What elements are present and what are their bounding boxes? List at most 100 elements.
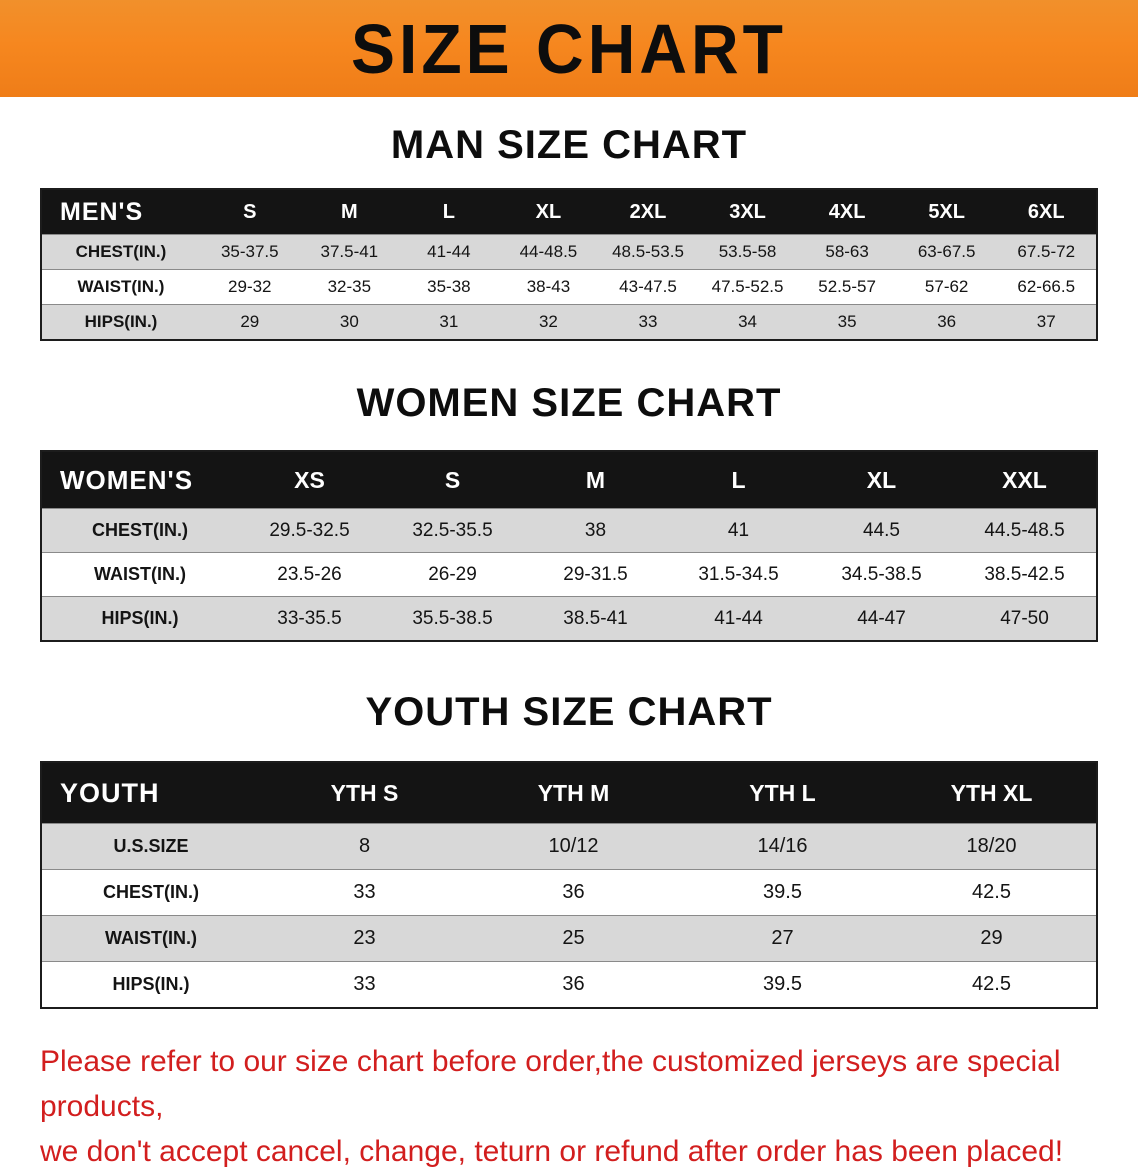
table-cell: 48.5-53.5 — [612, 242, 684, 261]
table-cell: 41 — [727, 519, 750, 541]
table-cell: 35-37.5 — [220, 242, 279, 261]
table-row: WAIST(IN.) 23 25 27 29 — [42, 915, 1096, 961]
header-cell: M — [340, 200, 358, 223]
table-cell: 31.5-34.5 — [698, 563, 779, 585]
table-cell: 29.5-32.5 — [269, 519, 350, 541]
table-cell: 10/12 — [548, 835, 599, 857]
table-cell: 42.5 — [972, 881, 1011, 903]
table-cell: 23.5-26 — [277, 563, 342, 585]
table-cell: 53.5-58 — [718, 242, 777, 261]
table-cell: 32 — [538, 312, 558, 331]
table-cell: 35 — [837, 312, 857, 331]
table-cell: 29-32 — [228, 277, 272, 296]
table-cell: 32.5-35.5 — [412, 519, 493, 541]
header-cell: YOUTH — [60, 777, 160, 808]
table-cell: 38-43 — [526, 277, 571, 296]
disclaimer-line-2: we don't accept cancel, change, teturn o… — [40, 1135, 1064, 1168]
table-cell: 35.5-38.5 — [412, 607, 493, 629]
row-label: WAIST(IN.) — [94, 564, 186, 584]
header-cell: YTH L — [749, 779, 816, 806]
row-label: CHEST(IN.) — [103, 882, 199, 902]
header-cell: WOMEN'S — [60, 464, 194, 495]
row-label: HIPS(IN.) — [112, 974, 190, 994]
header-cell: YTH M — [537, 779, 610, 806]
table-cell: 57-62 — [924, 277, 969, 296]
header-cell: YTH S — [330, 779, 399, 806]
table-cell: 30 — [339, 312, 359, 331]
page-title: SIZE CHART — [351, 9, 787, 88]
youth-table-header-row: YOUTH YTH S YTH M YTH L YTH XL — [42, 763, 1096, 823]
table-cell: 42.5 — [972, 973, 1011, 995]
header-cell: 3XL — [729, 200, 766, 223]
table-cell: 34 — [738, 312, 757, 331]
table-cell: 27 — [771, 927, 794, 949]
header-cell: 6XL — [1027, 200, 1065, 223]
header-cell: XXL — [1002, 466, 1047, 493]
men-size-table: MEN'S S M L XL 2XL 3XL 4XL 5XL 6XL CHEST… — [40, 188, 1098, 341]
men-table-header-row: MEN'S S M L XL 2XL 3XL 4XL 5XL 6XL — [42, 190, 1096, 234]
disclaimer-note: Please refer to our size chart before or… — [40, 1039, 1098, 1174]
table-cell: 41-44 — [427, 242, 471, 261]
table-cell: 43-47.5 — [619, 277, 677, 296]
table-cell: 44.5-48.5 — [984, 519, 1065, 541]
table-row: U.S.SIZE 8 10/12 14/16 18/20 — [42, 823, 1096, 869]
table-cell: 38.5-41 — [563, 607, 628, 629]
table-cell: 33 — [353, 881, 376, 903]
table-cell: 36 — [562, 881, 585, 903]
table-row: HIPS(IN.) 33 36 39.5 42.5 — [42, 961, 1096, 1007]
table-row: HIPS(IN.) 33-35.5 35.5-38.5 38.5-41 41-4… — [42, 596, 1096, 640]
table-cell: 31 — [439, 312, 459, 331]
table-cell: 41-44 — [714, 607, 763, 629]
header-cell: XL — [866, 466, 897, 493]
row-label: WAIST(IN.) — [77, 277, 165, 296]
table-cell: 32-35 — [327, 277, 372, 296]
header-cell: XL — [535, 200, 562, 223]
table-row: CHEST(IN.) 35-37.5 37.5-41 41-44 44-48.5… — [42, 234, 1096, 269]
table-cell: 8 — [358, 835, 371, 857]
header-cell: M — [585, 466, 606, 493]
table-cell: 25 — [562, 927, 585, 949]
header-cell: 2XL — [629, 200, 667, 223]
women-size-table: WOMEN'S XS S M L XL XXL CHEST(IN.) 29.5-… — [40, 450, 1098, 642]
youth-size-table: YOUTH YTH S YTH M YTH L YTH XL U.S.SIZE … — [40, 761, 1098, 1009]
table-row: WAIST(IN.) 29-32 32-35 35-38 38-43 43-47… — [42, 269, 1096, 304]
table-cell: 14/16 — [757, 835, 808, 857]
table-cell: 67.5-72 — [1017, 242, 1076, 261]
header-cell: S — [243, 200, 257, 223]
table-cell: 44.5 — [863, 519, 900, 541]
table-cell: 33 — [353, 973, 376, 995]
table-cell: 58-63 — [825, 242, 869, 261]
header-cell: L — [442, 200, 455, 223]
table-cell: 44-47 — [857, 607, 906, 629]
table-cell: 38 — [584, 519, 607, 541]
men-section-title: MAN SIZE CHART — [390, 123, 748, 167]
table-cell: 38.5-42.5 — [984, 563, 1065, 585]
table-cell: 29 — [240, 312, 260, 331]
table-cell: 26-29 — [428, 563, 477, 585]
header-cell: XS — [294, 466, 325, 493]
table-row: CHEST(IN.) 33 36 39.5 42.5 — [42, 869, 1096, 915]
row-label: U.S.SIZE — [113, 836, 189, 856]
table-cell: 47-50 — [1000, 607, 1049, 629]
women-table-header-row: WOMEN'S XS S M L XL XXL — [42, 452, 1096, 508]
women-section-title: WOMEN SIZE CHART — [356, 381, 782, 425]
header-cell: L — [731, 466, 746, 493]
table-cell: 29 — [980, 927, 1003, 949]
header-cell: 5XL — [928, 200, 965, 223]
header-cell: S — [444, 466, 461, 493]
table-cell: 36 — [562, 973, 585, 995]
table-cell: 39.5 — [763, 881, 802, 903]
table-row: CHEST(IN.) 29.5-32.5 32.5-35.5 38 41 44.… — [42, 508, 1096, 552]
table-cell: 47.5-52.5 — [711, 277, 784, 296]
table-row: HIPS(IN.) 29 30 31 32 33 34 35 36 37 — [42, 304, 1096, 339]
table-cell: 37.5-41 — [320, 242, 379, 261]
banner: SIZE CHART — [0, 0, 1138, 97]
table-cell: 35-38 — [427, 277, 471, 296]
table-row: WAIST(IN.) 23.5-26 26-29 29-31.5 31.5-34… — [42, 552, 1096, 596]
header-cell: MEN'S — [60, 197, 144, 226]
table-cell: 63-67.5 — [917, 242, 976, 261]
table-cell: 44-48.5 — [519, 242, 578, 261]
row-label: WAIST(IN.) — [105, 928, 197, 948]
table-cell: 18/20 — [966, 835, 1017, 857]
header-cell: YTH XL — [950, 779, 1033, 806]
